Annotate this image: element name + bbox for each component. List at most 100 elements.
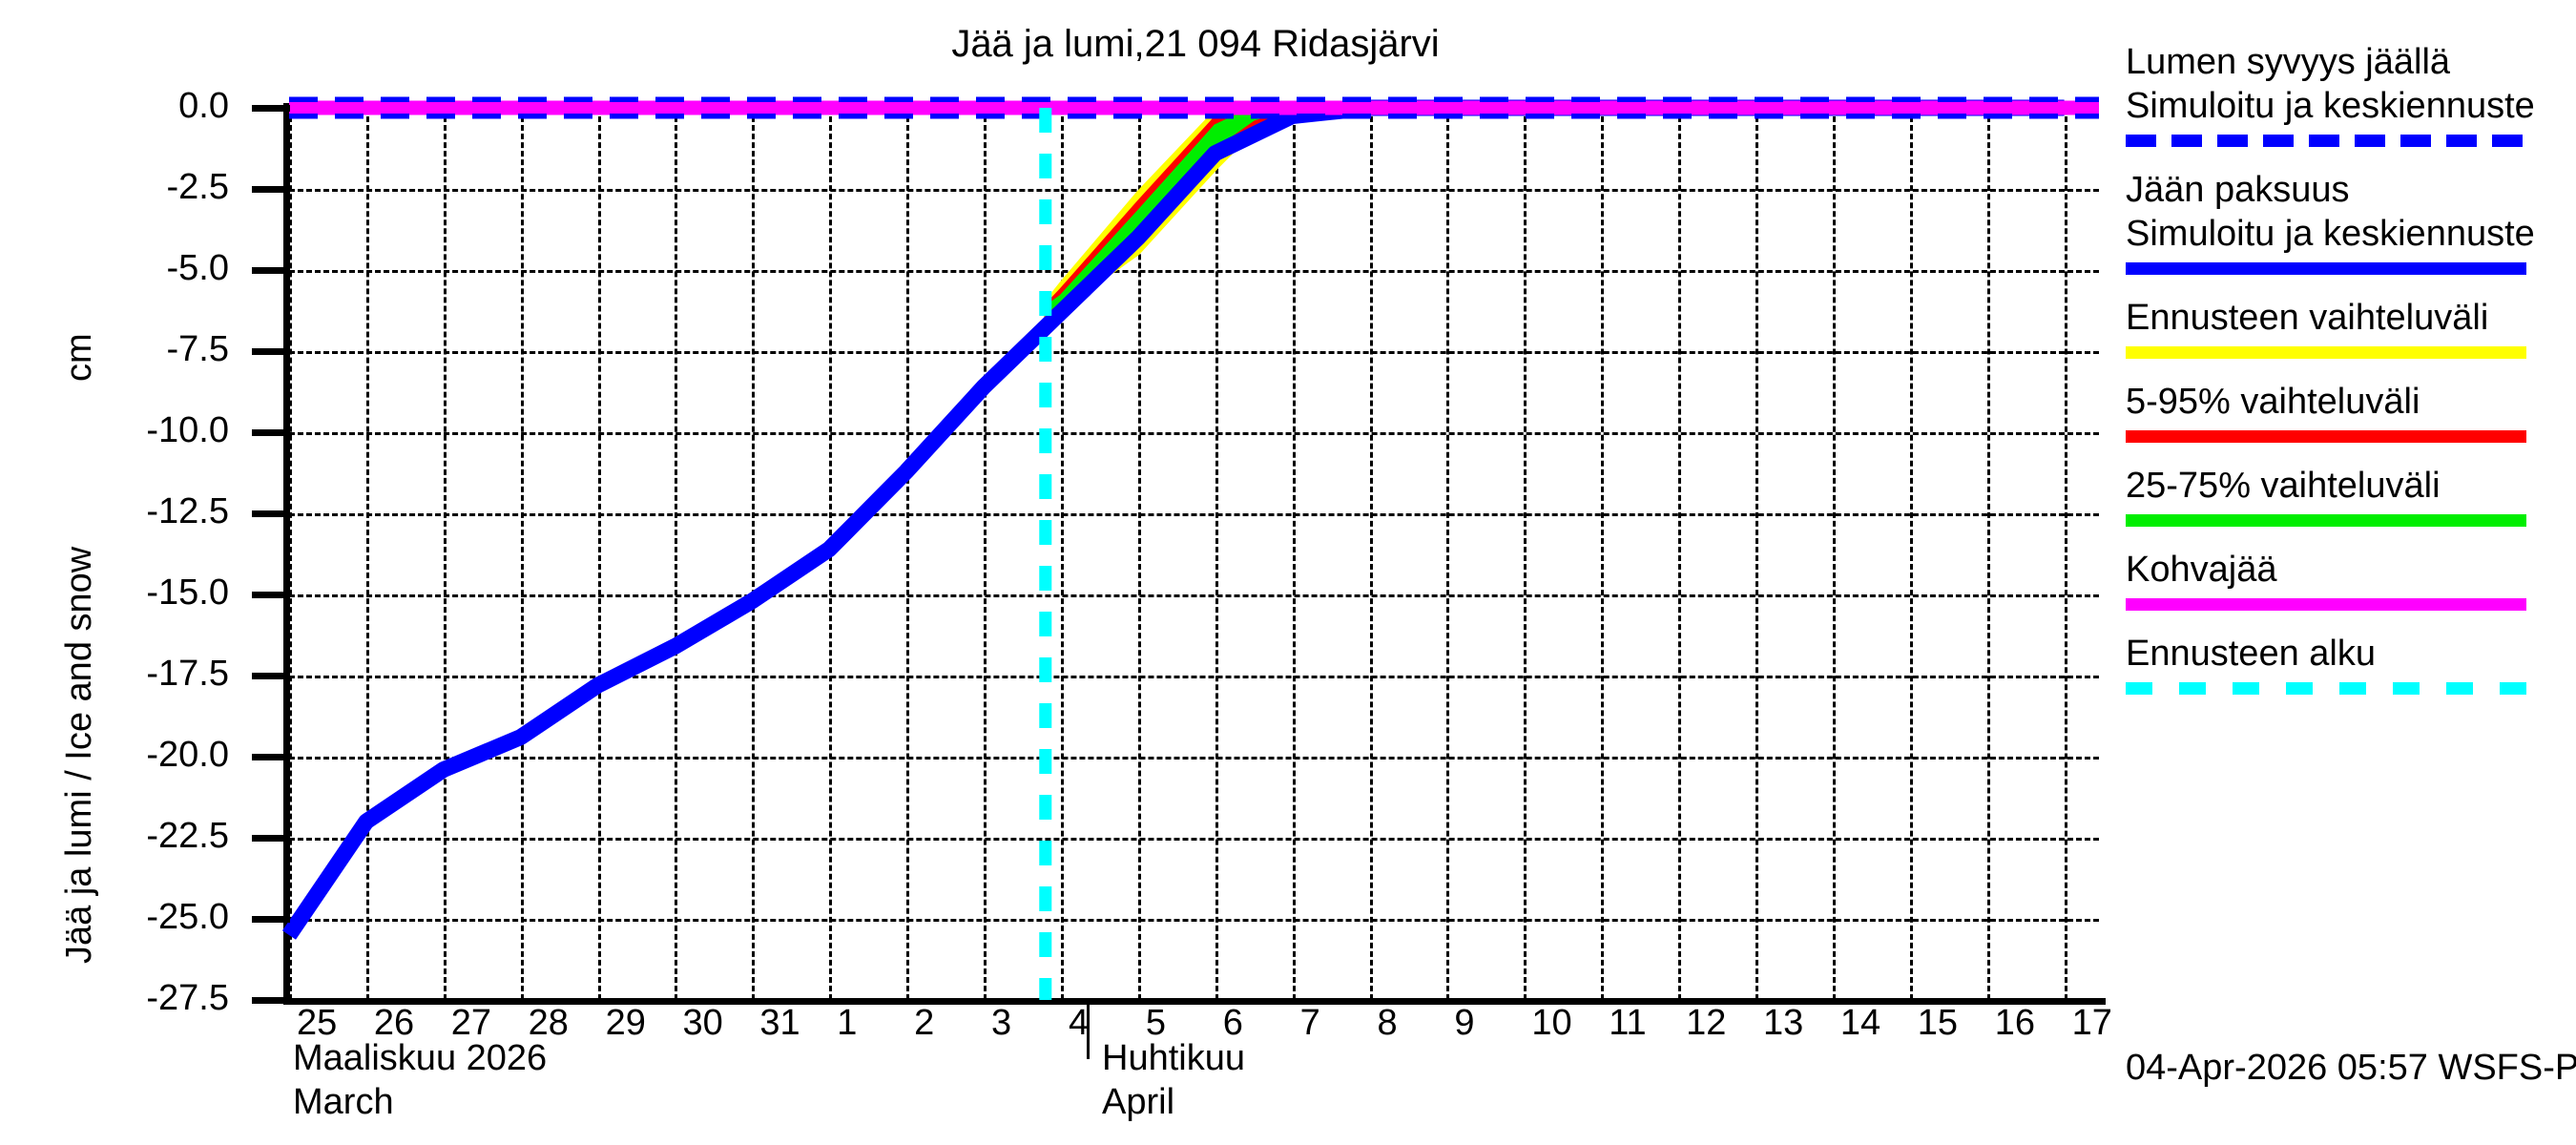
y-tick-label: -17.5 [146, 654, 229, 694]
legend-swatch [2126, 346, 2526, 359]
gridline-horizontal [289, 351, 2099, 354]
gridline-vertical [1369, 108, 1373, 1000]
gridline-vertical [752, 108, 756, 1000]
legend-swatch [2126, 262, 2526, 275]
gridline-horizontal [289, 1000, 2099, 1003]
legend-item[interactable]: Ennusteen vaihteluväli [2126, 296, 2565, 359]
legend-item-subtitle: Simuloitu ja keskiennuste [2126, 86, 2535, 126]
gridline-horizontal [289, 432, 2099, 435]
gridline-vertical [443, 108, 447, 1000]
legend-item[interactable]: 25-75% vaihteluväli [2126, 464, 2565, 527]
y-tick-label: 0.0 [178, 86, 229, 126]
y-tick-label: -2.5 [166, 167, 229, 207]
gridline-vertical [365, 108, 369, 1000]
y-tick-label: -27.5 [146, 978, 229, 1018]
gridline-vertical [1137, 108, 1141, 1000]
y-tick-label: -5.0 [166, 248, 229, 288]
gridline-vertical [1292, 108, 1296, 1000]
legend-swatch [2126, 430, 2526, 443]
x-tick-label: 2 [914, 1003, 935, 1043]
y-tick-mark [252, 429, 290, 436]
gridline-vertical [1678, 108, 1682, 1000]
legend-item[interactable]: Lumen syvyys jäällä Simuloitu ja keskienn… [2126, 40, 2565, 147]
x-tick-label: 27 [450, 1003, 492, 1043]
x-tick-label: 10 [1531, 1003, 1572, 1043]
gridline-vertical [675, 108, 678, 1000]
x-tick-label: 6 [1222, 1003, 1243, 1043]
x-tick-label: 28 [528, 1003, 569, 1043]
month-label-april-fi: Huhtikuu [1102, 1038, 1245, 1078]
gridline-vertical [1446, 108, 1450, 1000]
x-tick-label: 14 [1839, 1003, 1881, 1043]
y-tick-mark [252, 348, 290, 355]
ice-thickness-line [281, 99, 2065, 940]
y-tick-mark [252, 267, 290, 274]
gridline-vertical [1215, 108, 1218, 1000]
x-tick-label: 8 [1377, 1003, 1398, 1043]
gridline-vertical [1524, 108, 1527, 1000]
x-tick-label: 11 [1609, 1003, 1647, 1043]
x-tick-label: 1 [837, 1003, 858, 1043]
month-separator [1087, 1002, 1090, 1059]
legend-swatch [2126, 514, 2526, 527]
gridline-vertical [906, 108, 910, 1000]
y-tick-mark [252, 592, 290, 598]
footer-timestamp: 04-Apr-2026 05:57 WSFS-P [2126, 1048, 2576, 1088]
y-tick-mark [252, 754, 290, 760]
legend-item-title: 5-95% vaihteluväli [2126, 382, 2420, 422]
x-tick-label: 12 [1686, 1003, 1727, 1043]
x-tick-label: 29 [605, 1003, 646, 1043]
x-tick-label: 4 [1068, 1003, 1090, 1043]
x-tick-label: 26 [373, 1003, 415, 1043]
legend-swatch [2126, 598, 2526, 611]
y-tick-label: -15.0 [146, 572, 229, 613]
y-tick-mark [252, 510, 290, 517]
gridline-vertical [289, 108, 292, 1000]
plot-area [281, 96, 2099, 1003]
x-tick-label: 5 [1145, 1003, 1166, 1043]
y-tick-mark [252, 997, 290, 1004]
gridline-vertical [597, 108, 601, 1000]
legend-swatch [2126, 135, 2526, 147]
gridline-horizontal [289, 919, 2099, 922]
y-axis-line [283, 103, 290, 1005]
y-tick-label: -10.0 [146, 410, 229, 450]
x-tick-label: 15 [1917, 1003, 1959, 1043]
month-label-march-fi: Maaliskuu 2026 [293, 1038, 548, 1078]
legend-item-title: Jään paksuus [2126, 170, 2350, 210]
gridline-vertical [1986, 108, 1990, 1000]
y-tick-mark [252, 835, 290, 842]
x-tick-label: 30 [682, 1003, 723, 1043]
legend-item[interactable]: Kohvajää [2126, 548, 2565, 611]
x-tick-label: 7 [1299, 1003, 1320, 1043]
legend-item[interactable]: Jään paksuus Simuloitu ja keskiennuste [2126, 168, 2565, 275]
legend: Lumen syvyys jäällä Simuloitu ja keskienn… [2126, 40, 2565, 716]
gridline-horizontal [289, 676, 2099, 678]
legend-item-title: Kohvajää [2126, 550, 2277, 590]
legend-item[interactable]: 5-95% vaihteluväli [2126, 380, 2565, 443]
gridline-horizontal [289, 838, 2099, 841]
gridline-vertical [2064, 108, 2067, 1000]
legend-item-title: Ennusteen alku [2126, 634, 2376, 674]
legend-item-title: 25-75% vaihteluväli [2126, 466, 2441, 506]
gridline-vertical [984, 108, 987, 1000]
y-tick-label: -12.5 [146, 491, 229, 531]
x-tick-label: 25 [297, 1003, 338, 1043]
gridline-vertical [1755, 108, 1758, 1000]
gridline-horizontal [289, 270, 2099, 273]
y-tick-mark [252, 673, 290, 679]
y-tick-label: -20.0 [146, 735, 229, 775]
x-tick-label: 3 [991, 1003, 1012, 1043]
legend-item[interactable]: Ennusteen alku [2126, 632, 2565, 695]
y-tick-label: -25.0 [146, 897, 229, 937]
legend-item-subtitle: Simuloitu ja keskiennuste [2126, 214, 2535, 254]
chart-title: Jää ja lumi,21 094 Ridasjärvi [951, 23, 1440, 65]
legend-item-title: Lumen syvyys jäällä [2126, 42, 2451, 82]
y-tick-mark [252, 105, 290, 112]
x-tick-label: 31 [759, 1003, 800, 1043]
series-layer [281, 96, 2099, 1000]
month-label-april: Huhtikuu April [1102, 1036, 1245, 1124]
x-tick-label: 13 [1763, 1003, 1804, 1043]
gridline-vertical [1601, 108, 1605, 1000]
